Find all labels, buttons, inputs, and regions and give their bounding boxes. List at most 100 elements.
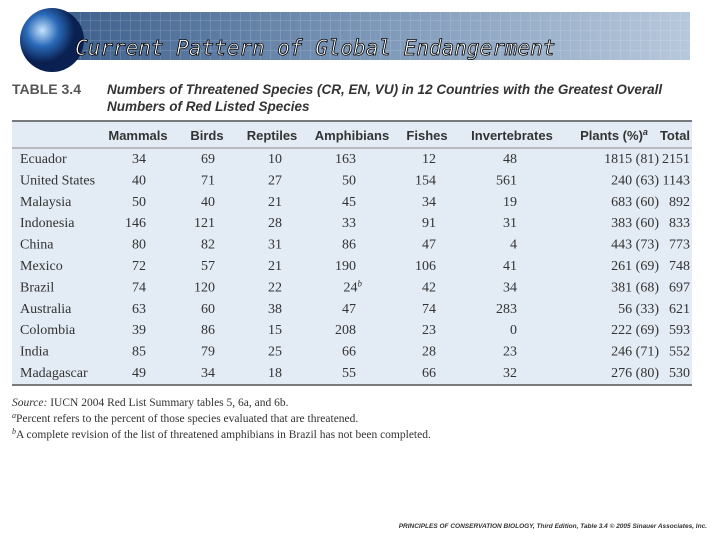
cell: 697 [669,280,690,295]
cell: 31 [503,216,517,231]
row-label: Ecuador [20,152,67,167]
cell: 208 [335,323,356,338]
globe [20,8,84,72]
footnote-mark: a [12,411,16,420]
row-label: Australia [20,302,72,317]
cell: 63 [132,302,146,317]
column-header: Plants (%)a [580,127,648,143]
cell: 48 [503,152,517,167]
slide-title: Current Pattern of Global Endangerment [75,36,555,60]
cell: 561 [496,173,517,188]
cell: 21 [268,195,282,210]
cell: 22 [268,280,282,295]
cell: 892 [669,195,690,210]
cell: 31 [268,238,282,253]
cell: 121 [194,216,215,231]
cell: 60 [201,302,215,317]
cell: 23 [422,323,436,338]
column-header: Mammals [108,128,167,143]
cell: 18 [268,366,282,381]
cell: 49 [132,366,146,381]
cell: 32 [503,366,517,381]
footnote-label: Source: [12,397,47,409]
cell: 12 [422,152,436,167]
column-header: Fishes [406,128,447,143]
cell: 71 [201,173,215,188]
cell: 27 [268,173,282,188]
cell: 23 [503,345,517,360]
footnote-mark: b [12,427,16,436]
cell: 748 [669,259,690,274]
cell: 222 (69) [611,323,659,338]
cell: 55 [342,366,356,381]
cell: 80 [132,238,146,253]
cell: 19 [503,195,517,210]
cell: 50 [132,195,146,210]
cell: 120 [194,280,215,295]
cell: 276 (80) [611,366,659,381]
footnote-text: IUCN 2004 Red List Summary tables 5, 6a,… [47,397,288,409]
cell: 381 (68) [611,280,659,295]
cell: 24b [344,278,363,295]
row-label: Brazil [20,280,54,295]
cell: 25 [268,345,282,360]
cell: 443 (73) [611,238,659,253]
footnote: Source: IUCN 2004 Red List Summary table… [12,397,289,409]
cell: 39 [132,323,146,338]
row-label: Colombia [20,323,76,338]
header-text: Plants (%) [580,128,643,143]
superscript: b [358,278,363,288]
cell: 40 [132,173,146,188]
row-label: Mexico [20,259,63,274]
cell: 552 [669,345,690,360]
footnote-text: Percent refers to the percent of those s… [16,413,358,425]
credit: PRINCIPLES OF CONSERVATION BIOLOGY, Thir… [399,522,708,530]
row-label: China [20,238,54,253]
cell: 72 [132,259,146,274]
cell: 86 [201,323,215,338]
cell: 74 [132,280,146,295]
cell: 34 [132,152,146,167]
cell: 34 [201,366,215,381]
cell: 41 [503,259,517,274]
cell: 154 [415,173,436,188]
cell: 74 [422,302,436,317]
cell: 69 [201,152,215,167]
cell: 383 (60) [611,216,659,231]
cell: 40 [201,195,215,210]
row-label: India [20,345,50,360]
cell-text: 24 [344,280,358,295]
cell: 79 [201,345,215,360]
cell: 240 (63) [611,173,659,188]
cell: 34 [422,195,436,210]
cell: 593 [669,323,690,338]
column-header: Total [660,128,690,143]
cell: 530 [669,366,690,381]
cell: 4 [510,238,517,253]
cell: 28 [268,216,282,231]
cell: 773 [669,238,690,253]
column-header: Birds [190,128,223,143]
cell: 86 [342,238,356,253]
column-header: Invertebrates [471,128,553,143]
cell: 34 [503,280,517,295]
banner-grid [60,12,690,60]
cell: 146 [125,216,146,231]
cell: 261 (69) [611,259,659,274]
cell: 38 [268,302,282,317]
cell: 833 [669,216,690,231]
cell: 42 [422,280,436,295]
cell: 45 [342,195,356,210]
cell: 82 [201,238,215,253]
caption-line: Numbers of Threatened Species (CR, EN, V… [107,82,662,97]
table-label: TABLE 3.4 [12,81,81,97]
cell: 91 [422,216,436,231]
row-label: United States [20,173,95,188]
cell: 66 [422,366,436,381]
cell: 0 [510,323,517,338]
cell: 190 [335,259,356,274]
row-label: Malaysia [20,195,72,210]
cell: 683 (60) [611,195,659,210]
